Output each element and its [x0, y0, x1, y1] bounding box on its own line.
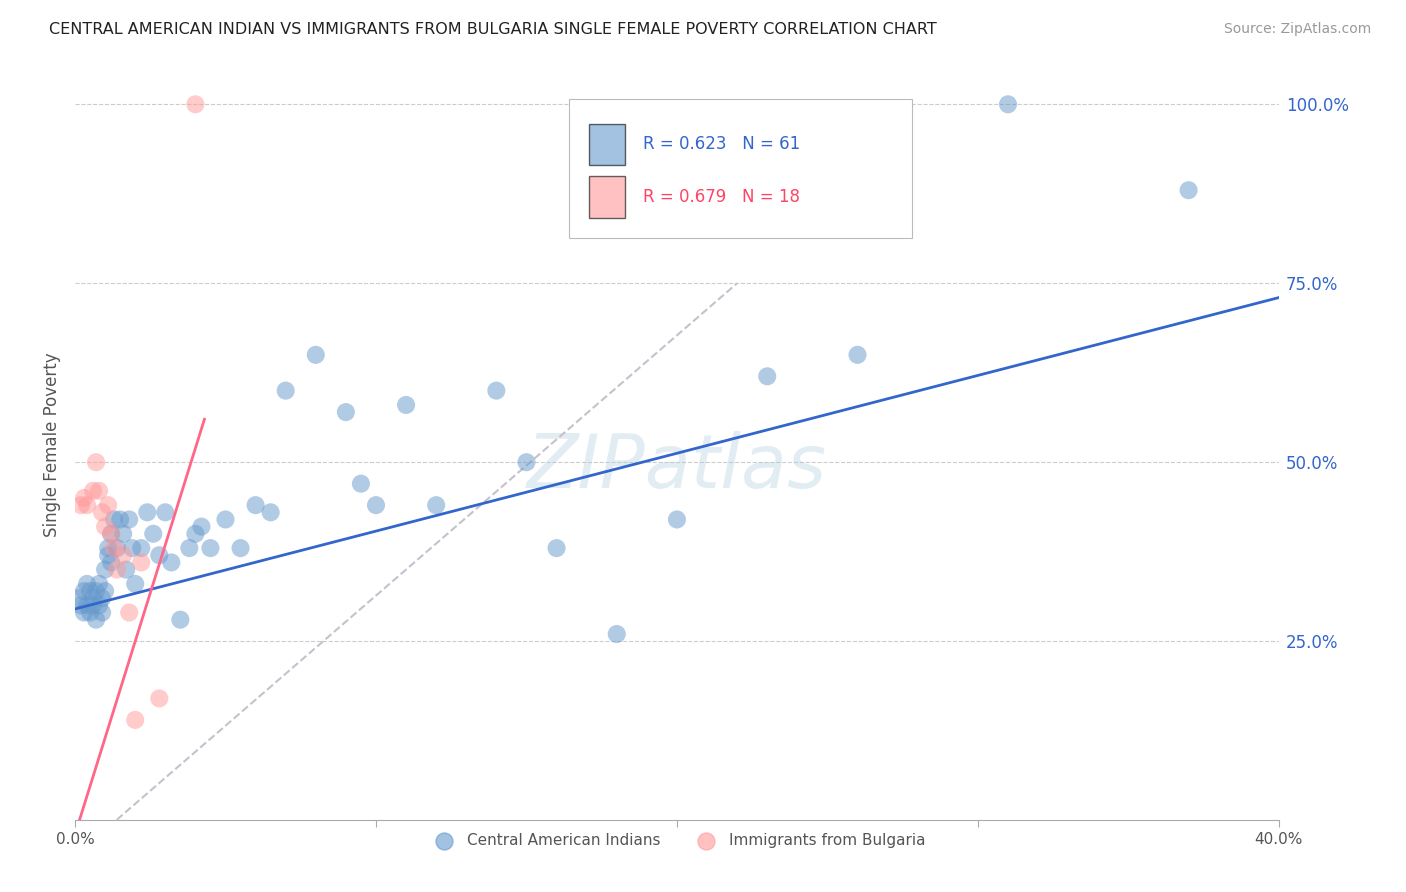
- Central American Indians: [97, 541, 120, 555]
- FancyBboxPatch shape: [568, 99, 911, 237]
- Central American Indians: [179, 541, 201, 555]
- Central American Indians: [91, 606, 114, 620]
- Central American Indians: [76, 577, 98, 591]
- Central American Indians: [84, 584, 107, 599]
- Central American Indians: [136, 505, 159, 519]
- Central American Indians: [229, 541, 252, 555]
- Immigrants from Bulgaria: [184, 97, 207, 112]
- Central American Indians: [76, 599, 98, 613]
- Central American Indians: [100, 556, 122, 570]
- Central American Indians: [190, 519, 212, 533]
- Central American Indians: [846, 348, 869, 362]
- Text: ZIPatlas: ZIPatlas: [527, 431, 827, 503]
- Central American Indians: [70, 599, 93, 613]
- Central American Indians: [73, 584, 96, 599]
- Central American Indians: [73, 606, 96, 620]
- Central American Indians: [112, 526, 135, 541]
- Central American Indians: [364, 498, 387, 512]
- Central American Indians: [665, 512, 688, 526]
- Central American Indians: [87, 599, 110, 613]
- Immigrants from Bulgaria: [112, 548, 135, 562]
- Central American Indians: [82, 591, 104, 606]
- Central American Indians: [91, 591, 114, 606]
- Central American Indians: [997, 97, 1019, 112]
- Central American Indians: [79, 606, 101, 620]
- Central American Indians: [305, 348, 328, 362]
- Central American Indians: [160, 556, 183, 570]
- Central American Indians: [121, 541, 143, 555]
- Central American Indians: [515, 455, 537, 469]
- Text: Source: ZipAtlas.com: Source: ZipAtlas.com: [1223, 22, 1371, 37]
- FancyBboxPatch shape: [589, 177, 626, 218]
- Immigrants from Bulgaria: [94, 519, 117, 533]
- Immigrants from Bulgaria: [124, 713, 146, 727]
- Central American Indians: [79, 584, 101, 599]
- Central American Indians: [200, 541, 222, 555]
- Y-axis label: Single Female Poverty: Single Female Poverty: [44, 352, 60, 537]
- Central American Indians: [756, 369, 779, 384]
- Immigrants from Bulgaria: [97, 498, 120, 512]
- Central American Indians: [87, 577, 110, 591]
- Immigrants from Bulgaria: [103, 541, 125, 555]
- Immigrants from Bulgaria: [76, 498, 98, 512]
- Central American Indians: [108, 512, 131, 526]
- Immigrants from Bulgaria: [84, 455, 107, 469]
- Central American Indians: [485, 384, 508, 398]
- Central American Indians: [105, 541, 128, 555]
- FancyBboxPatch shape: [589, 124, 626, 165]
- Central American Indians: [142, 526, 165, 541]
- Central American Indians: [103, 512, 125, 526]
- Central American Indians: [118, 512, 141, 526]
- Central American Indians: [184, 526, 207, 541]
- Central American Indians: [274, 384, 297, 398]
- Central American Indians: [66, 591, 89, 606]
- Text: R = 0.623   N = 61: R = 0.623 N = 61: [643, 136, 800, 153]
- Central American Indians: [245, 498, 267, 512]
- Central American Indians: [259, 505, 281, 519]
- Immigrants from Bulgaria: [87, 483, 110, 498]
- Immigrants from Bulgaria: [73, 491, 96, 505]
- Central American Indians: [335, 405, 357, 419]
- Immigrants from Bulgaria: [148, 691, 170, 706]
- Immigrants from Bulgaria: [91, 505, 114, 519]
- Central American Indians: [84, 613, 107, 627]
- Central American Indians: [546, 541, 568, 555]
- Central American Indians: [1177, 183, 1199, 197]
- Immigrants from Bulgaria: [105, 563, 128, 577]
- Central American Indians: [97, 548, 120, 562]
- Legend: Central American Indians, Immigrants from Bulgaria: Central American Indians, Immigrants fro…: [422, 827, 932, 854]
- Central American Indians: [606, 627, 628, 641]
- Central American Indians: [94, 584, 117, 599]
- Central American Indians: [169, 613, 191, 627]
- Central American Indians: [425, 498, 447, 512]
- Immigrants from Bulgaria: [129, 556, 152, 570]
- Central American Indians: [155, 505, 177, 519]
- Immigrants from Bulgaria: [118, 606, 141, 620]
- Central American Indians: [82, 599, 104, 613]
- Central American Indians: [148, 548, 170, 562]
- Immigrants from Bulgaria: [82, 483, 104, 498]
- Central American Indians: [129, 541, 152, 555]
- Central American Indians: [115, 563, 138, 577]
- Central American Indians: [124, 577, 146, 591]
- Central American Indians: [100, 526, 122, 541]
- Text: CENTRAL AMERICAN INDIAN VS IMMIGRANTS FROM BULGARIA SINGLE FEMALE POVERTY CORREL: CENTRAL AMERICAN INDIAN VS IMMIGRANTS FR…: [49, 22, 936, 37]
- Central American Indians: [214, 512, 236, 526]
- Central American Indians: [94, 563, 117, 577]
- Central American Indians: [395, 398, 418, 412]
- Text: R = 0.679   N = 18: R = 0.679 N = 18: [643, 188, 800, 206]
- Central American Indians: [350, 476, 373, 491]
- Immigrants from Bulgaria: [100, 526, 122, 541]
- Immigrants from Bulgaria: [70, 498, 93, 512]
